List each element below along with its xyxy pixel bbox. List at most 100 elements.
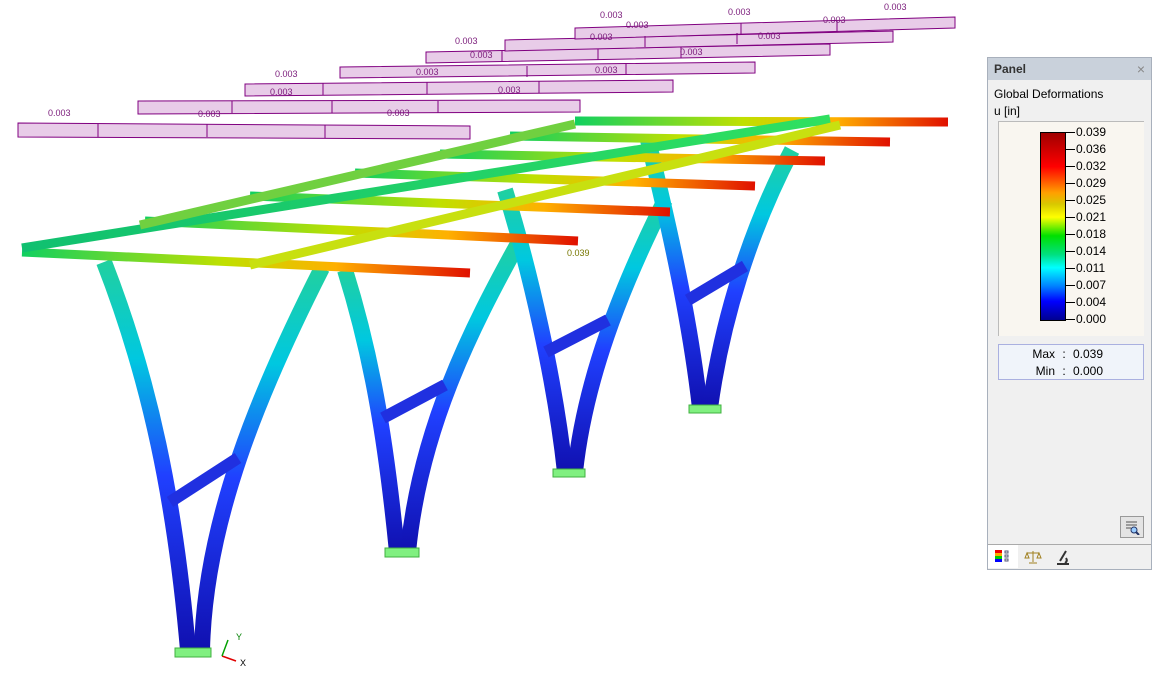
- min-max-box: Max : 0.039 Min : 0.000: [998, 344, 1144, 380]
- panel-header: Panel ×: [988, 58, 1151, 80]
- legend-tick: [1066, 166, 1075, 167]
- legend-tick: [1066, 217, 1075, 218]
- tab-color-scale[interactable]: [988, 545, 1018, 568]
- load-arrows: [97, 17, 956, 139]
- column-branch[interactable]: [337, 267, 405, 553]
- cross-beam[interactable]: [21, 247, 471, 278]
- unit-label: u [in]: [994, 104, 1021, 118]
- find-results-button[interactable]: [1120, 516, 1144, 538]
- column-branch[interactable]: [640, 138, 708, 409]
- legend-tick: [1066, 302, 1075, 303]
- support[interactable]: [384, 547, 420, 558]
- column-branch[interactable]: [567, 196, 673, 473]
- axis-triad: X Y: [221, 632, 246, 668]
- bracing[interactable]: [166, 452, 242, 508]
- legend-tick: [1066, 149, 1075, 150]
- legend-value: 0.004: [1076, 295, 1107, 309]
- tab-microscope[interactable]: [1048, 545, 1078, 568]
- min-value: 0.000: [1073, 364, 1104, 378]
- legend-value: 0.007: [1076, 278, 1107, 292]
- legend-tick: [1066, 285, 1075, 286]
- legend-value: 0.039: [1076, 125, 1107, 139]
- legend-tick: [1066, 132, 1075, 133]
- legend-value: 0.011: [1076, 261, 1106, 275]
- supports: [174, 404, 722, 658]
- long-beam[interactable]: [248, 120, 842, 270]
- color-scale-bar: [1040, 132, 1066, 321]
- separator: :: [1062, 364, 1066, 378]
- min-label: Min: [1035, 364, 1055, 378]
- color-scale-icon: [995, 549, 1009, 562]
- long-beam[interactable]: [21, 114, 831, 253]
- max-value-label: 0.039: [567, 248, 590, 258]
- support[interactable]: [552, 468, 586, 478]
- result-title: Global Deformations: [994, 87, 1104, 101]
- legend-value: 0.029: [1076, 176, 1107, 190]
- load-value: 0.003: [600, 10, 623, 20]
- legend-tick: [1066, 268, 1075, 269]
- load-strip[interactable]: [244, 79, 674, 97]
- x-axis-label: X: [240, 658, 246, 668]
- legend-tick: [1066, 251, 1075, 252]
- legend-value: 0.036: [1076, 142, 1107, 156]
- balance-icon: [1024, 550, 1042, 563]
- load-value: 0.003: [416, 67, 439, 77]
- load-value: 0.003: [275, 69, 298, 79]
- bracing[interactable]: [684, 260, 749, 306]
- long-beam[interactable]: [138, 119, 577, 230]
- panel-title: Panel: [994, 62, 1027, 76]
- panel: Panel × Global Deformations u [in] 0.039…: [987, 57, 1152, 570]
- legend-tick: [1066, 200, 1075, 201]
- load-value: 0.003: [498, 85, 521, 95]
- load-value: 0.003: [198, 109, 221, 119]
- roof-beams: [21, 114, 949, 278]
- columns: [96, 138, 800, 651]
- load-value: 0.003: [884, 2, 907, 12]
- load-strip[interactable]: [339, 61, 756, 79]
- column-branch[interactable]: [96, 259, 196, 651]
- legend-value: 0.014: [1076, 244, 1107, 258]
- column-branch[interactable]: [400, 236, 527, 553]
- legend-tick: [1066, 319, 1075, 320]
- legend-value: 0.032: [1076, 159, 1107, 173]
- load-strip[interactable]: [17, 122, 471, 140]
- cross-beam[interactable]: [574, 116, 949, 127]
- close-icon[interactable]: ×: [1136, 61, 1145, 77]
- legend-value: 0.021: [1076, 210, 1107, 224]
- cross-beam[interactable]: [144, 216, 579, 246]
- column-branch[interactable]: [497, 187, 573, 473]
- cross-beam[interactable]: [439, 149, 826, 166]
- load-value: 0.003: [758, 31, 781, 41]
- max-label: Max: [1032, 347, 1055, 361]
- legend-value: 0.018: [1076, 227, 1107, 241]
- microscope-icon: [1057, 549, 1069, 565]
- load-value: 0.003: [595, 65, 618, 75]
- load-value: 0.003: [680, 47, 703, 57]
- legend-value: 0.000: [1076, 312, 1107, 326]
- load-value: 0.003: [455, 36, 478, 46]
- load-value: 0.003: [387, 108, 410, 118]
- column-branch[interactable]: [194, 264, 330, 651]
- magnifier-list-icon: [1126, 521, 1140, 535]
- load-value: 0.003: [590, 32, 613, 42]
- member-loads: [17, 16, 956, 140]
- y-axis-label: Y: [236, 632, 242, 642]
- 3d-viewport[interactable]: 0.003 0.003 0.003 0.003 0.003 0.003 0.00…: [0, 0, 980, 688]
- legend-tick: [1066, 183, 1075, 184]
- bracing[interactable]: [543, 314, 611, 358]
- load-value: 0.003: [48, 108, 71, 118]
- load-value: 0.003: [728, 7, 751, 17]
- separator: :: [1062, 347, 1066, 361]
- tab-balance[interactable]: [1018, 545, 1048, 568]
- legend-value: 0.025: [1076, 193, 1107, 207]
- bracing[interactable]: [380, 379, 448, 424]
- column-bracings: [166, 260, 749, 508]
- load-value: 0.003: [270, 87, 293, 97]
- support[interactable]: [174, 647, 212, 658]
- panel-tabs: [988, 544, 1151, 569]
- cross-beam[interactable]: [354, 168, 756, 191]
- load-value-labels: 0.003 0.003 0.003 0.003 0.003 0.003 0.00…: [48, 2, 907, 119]
- load-value: 0.003: [626, 20, 649, 30]
- load-value: 0.003: [823, 15, 846, 25]
- support[interactable]: [688, 404, 722, 414]
